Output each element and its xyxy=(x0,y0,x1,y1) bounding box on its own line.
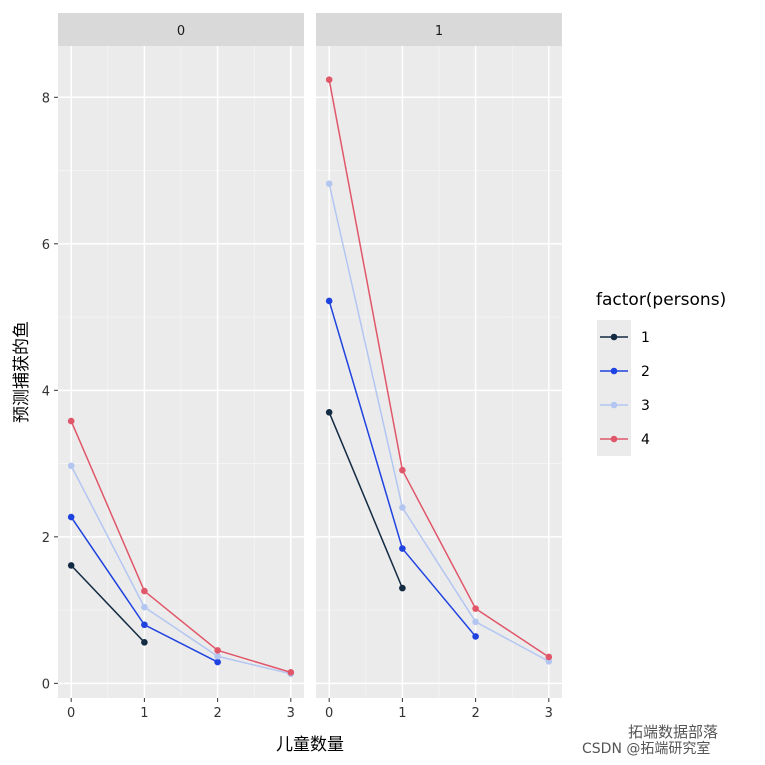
data-point xyxy=(214,647,221,654)
series-line xyxy=(328,183,550,663)
data-point xyxy=(545,653,553,661)
facet-strip-label: 1 xyxy=(435,24,443,39)
series-4-facet-1 xyxy=(325,76,553,661)
series-line xyxy=(328,79,550,658)
x-tick-label: 1 xyxy=(140,706,148,721)
data-point xyxy=(67,562,75,569)
x-tick-label: 2 xyxy=(471,706,479,721)
data-point xyxy=(214,652,221,660)
legend-title: factor(persons) xyxy=(596,290,726,310)
series-line xyxy=(328,412,404,589)
series-line xyxy=(70,564,145,643)
data-point xyxy=(472,605,479,612)
x-tick-label: 3 xyxy=(545,706,553,721)
series-2-facet-1 xyxy=(325,297,479,640)
data-point xyxy=(287,669,295,676)
series-2-facet-0 xyxy=(67,513,221,666)
data-point xyxy=(214,658,221,666)
series-3-facet-1 xyxy=(325,180,553,665)
x-tick-label: 1 xyxy=(398,706,406,721)
legend-label: 2 xyxy=(641,364,650,380)
y-tick-label: 4 xyxy=(42,384,50,399)
legend-key-point xyxy=(610,367,618,375)
x-tick-label: 3 xyxy=(287,706,295,721)
y-tick-label: 8 xyxy=(42,91,50,106)
series-4-facet-0 xyxy=(67,417,295,676)
legend-item-4: 4 xyxy=(597,422,650,456)
legend-label: 1 xyxy=(641,330,650,346)
watermark-line2: CSDN @拓端研究室 xyxy=(582,740,710,757)
y-tick-label: 2 xyxy=(42,531,50,546)
axes: 0 1 2 3 0 1 2 3 0 2 4 6 8 xyxy=(42,91,553,721)
x-tick-label: 2 xyxy=(213,706,221,721)
y-axis-title: 预测捕获的鱼 xyxy=(12,321,32,423)
watermark-line1: 拓端数据部落 xyxy=(628,723,718,741)
data-point xyxy=(399,584,406,592)
facet-strip-label: 0 xyxy=(177,24,185,39)
facet-panel-0: 0 xyxy=(58,13,304,698)
legend: factor(persons) 1 2 3 4 xyxy=(596,290,726,456)
x-tick-label: 0 xyxy=(325,706,333,721)
data-point xyxy=(67,513,75,521)
data-point xyxy=(472,618,479,626)
facet-strip xyxy=(58,13,304,46)
y-tick-label: 6 xyxy=(42,238,50,253)
legend-item-1: 1 xyxy=(597,320,650,354)
data-point xyxy=(325,297,333,305)
data-point xyxy=(141,621,148,629)
legend-item-2: 2 xyxy=(597,354,650,388)
series-1-facet-0 xyxy=(67,562,148,646)
data-point xyxy=(472,633,479,640)
x-axis-title: 儿童数量 xyxy=(276,735,344,755)
data-point xyxy=(67,462,75,470)
x-tick-label: 0 xyxy=(67,706,75,721)
watermark: 拓端数据部落 CSDN @拓端研究室 xyxy=(582,723,718,757)
facet-panel-1: 1 xyxy=(316,13,562,698)
legend-item-3: 3 xyxy=(597,388,650,422)
legend-label: 4 xyxy=(641,432,650,448)
data-point xyxy=(325,180,333,188)
data-point xyxy=(67,417,75,425)
data-point xyxy=(325,408,333,416)
series-line xyxy=(70,420,292,674)
series-line xyxy=(70,465,291,675)
legend-key-point xyxy=(610,333,618,341)
series-1-facet-1 xyxy=(325,408,406,592)
y-tick-label: 0 xyxy=(42,677,50,692)
data-point xyxy=(399,545,406,552)
data-point xyxy=(399,466,406,474)
legend-label: 3 xyxy=(641,398,650,414)
data-point xyxy=(141,639,148,646)
facet-strip xyxy=(316,13,562,46)
data-point xyxy=(141,587,148,595)
data-point xyxy=(399,504,406,511)
legend-key-point xyxy=(610,401,618,409)
data-point xyxy=(141,603,148,611)
legend-key-point xyxy=(610,435,618,443)
data-point xyxy=(325,76,333,83)
